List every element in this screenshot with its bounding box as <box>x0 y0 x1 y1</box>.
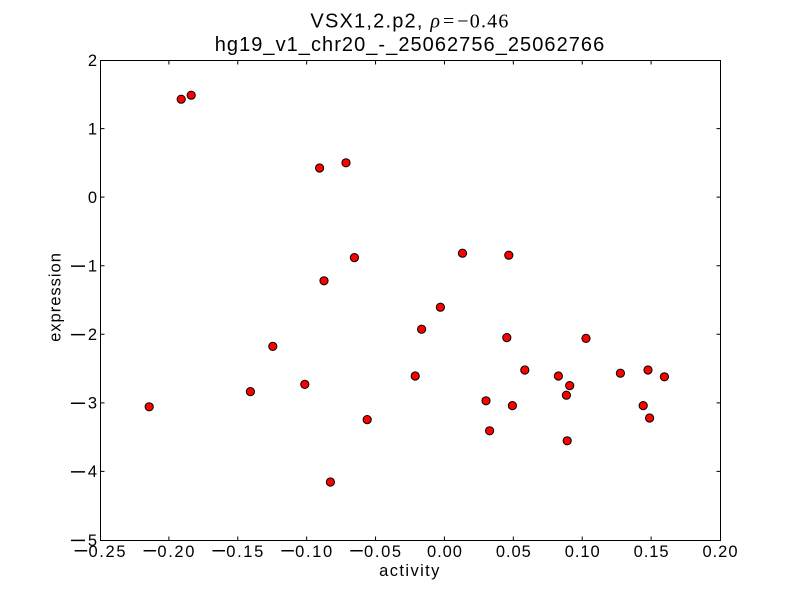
svg-text:0.00: 0.00 <box>427 543 462 561</box>
svg-text:0.10: 0.10 <box>295 543 332 561</box>
svg-text:0.05: 0.05 <box>364 543 401 561</box>
svg-text:0.15: 0.15 <box>226 543 263 561</box>
svg-text:VSX1,2.p2, ρ=−0.46: VSX1,2.p2, ρ=−0.46 <box>310 11 509 33</box>
svg-text:2: 2 <box>88 326 97 344</box>
svg-text:0.20: 0.20 <box>157 543 194 561</box>
svg-text:5: 5 <box>88 532 97 550</box>
svg-text:0.10: 0.10 <box>565 543 600 561</box>
svg-text:1: 1 <box>88 258 97 276</box>
svg-text:1: 1 <box>88 120 97 138</box>
svg-text:2: 2 <box>88 52 97 70</box>
svg-text:3: 3 <box>88 395 97 413</box>
svg-text:0.20: 0.20 <box>703 543 738 561</box>
svg-text:0.15: 0.15 <box>634 543 669 561</box>
svg-text:0.05: 0.05 <box>496 543 531 561</box>
svg-text:activity: activity <box>379 562 441 580</box>
svg-text:4: 4 <box>88 463 97 481</box>
svg-text:hg19_v1_chr20_-_25062756_25062: hg19_v1_chr20_-_25062756_25062766 <box>215 34 606 56</box>
svg-text:expression: expression <box>47 252 65 342</box>
svg-text:0: 0 <box>88 189 97 207</box>
